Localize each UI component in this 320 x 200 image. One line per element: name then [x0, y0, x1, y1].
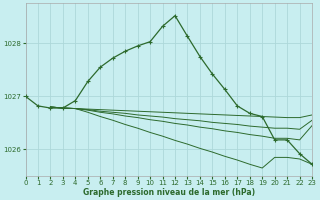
X-axis label: Graphe pression niveau de la mer (hPa): Graphe pression niveau de la mer (hPa): [83, 188, 255, 197]
